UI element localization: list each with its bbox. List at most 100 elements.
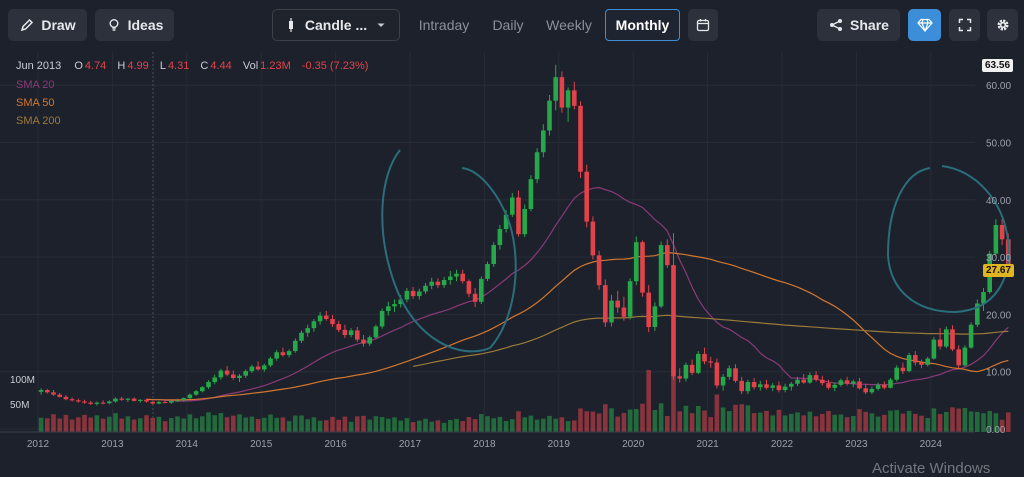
volume-bar — [162, 421, 168, 432]
y-tick-label: 40.00 — [986, 196, 1011, 207]
candle-body — [993, 225, 999, 254]
candle-body — [156, 402, 162, 404]
candle-body — [479, 278, 484, 302]
share-button[interactable]: Share — [817, 9, 900, 41]
candle-body — [882, 384, 887, 388]
x-tick-label: 2023 — [845, 439, 868, 450]
candle-body — [745, 382, 751, 392]
candle-body — [751, 382, 757, 388]
candle-body — [931, 339, 937, 359]
volume-bar — [355, 416, 360, 432]
legend-sma200[interactable]: SMA 200 — [16, 115, 61, 127]
volume-bar — [243, 417, 248, 432]
candle-body — [572, 90, 577, 106]
volume-bar — [386, 418, 391, 432]
candle-body — [925, 358, 930, 365]
volume-bar — [813, 416, 819, 432]
volume-bar — [479, 414, 484, 432]
volume-bar — [702, 410, 707, 432]
candle-body — [423, 285, 428, 292]
candle-body — [962, 347, 968, 366]
volume-bar — [894, 410, 899, 432]
candle-body — [888, 379, 893, 388]
candle-body — [454, 273, 459, 277]
volume-bar — [348, 421, 354, 432]
volume-bar — [472, 419, 478, 432]
ohlc-change: -0.35 (7.23%) — [301, 60, 369, 72]
candle-body — [355, 330, 360, 340]
ohlc-close: 4.44 — [210, 60, 232, 72]
candle-body — [200, 387, 205, 392]
volume-bar — [125, 416, 131, 432]
volume-bar — [398, 420, 403, 432]
volume-bar — [200, 416, 205, 432]
candle-body — [702, 353, 707, 362]
timeframe-monthly[interactable]: Monthly — [605, 9, 680, 41]
candle-body — [689, 364, 695, 373]
timeframe-intraday[interactable]: Intraday — [418, 17, 470, 33]
chart-type-select[interactable]: Candle ... — [272, 9, 400, 41]
candle-body — [162, 402, 168, 404]
y-tick-label: 0.00 — [986, 425, 1006, 436]
candle-body — [125, 398, 131, 400]
ideas-label: Ideas — [127, 17, 164, 33]
volume-bar — [665, 416, 670, 432]
candle-body — [665, 245, 670, 266]
candle-body — [646, 292, 651, 328]
candle-body — [181, 398, 186, 401]
volume-bar — [454, 418, 459, 432]
candle-body — [516, 197, 521, 235]
volume-bar — [404, 418, 410, 432]
fullscreen-button[interactable] — [949, 9, 980, 41]
candle-body — [249, 366, 255, 372]
candle-body — [708, 361, 713, 363]
candle-body — [944, 329, 949, 347]
volume-bar — [88, 417, 93, 432]
candlestick-icon — [283, 17, 299, 33]
timeframe-daily[interactable]: Daily — [492, 17, 524, 33]
candle-body — [169, 400, 174, 403]
candle-body — [472, 293, 478, 302]
volume-bar — [993, 413, 999, 432]
calendar-button[interactable] — [688, 9, 718, 41]
volume-bar — [448, 420, 453, 432]
candle-body — [311, 321, 317, 329]
candle-body — [813, 375, 819, 380]
volume-bar — [795, 412, 800, 432]
draw-button[interactable]: Draw — [8, 9, 87, 41]
candle-body — [212, 377, 217, 383]
legend-sma50[interactable]: SMA 50 — [16, 97, 55, 109]
candle-body — [448, 276, 453, 281]
premium-button[interactable] — [908, 9, 941, 41]
settings-button[interactable] — [987, 9, 1018, 41]
candle-body — [497, 229, 503, 246]
volume-bar — [931, 408, 937, 432]
candle-body — [906, 355, 912, 372]
volume-bar — [727, 411, 732, 432]
x-tick-label: 2022 — [771, 439, 794, 450]
candle-body — [144, 399, 149, 402]
volume-bar — [584, 411, 589, 432]
x-tick-label: 2018 — [473, 439, 496, 450]
candle-body — [900, 367, 906, 372]
y-tick-label: 50.00 — [986, 139, 1011, 150]
candle-body — [57, 394, 62, 397]
ohlc-date: Jun 2013 — [16, 60, 62, 72]
legend-sma20[interactable]: SMA 20 — [16, 79, 55, 91]
candle-body — [770, 385, 775, 388]
candle-body — [268, 358, 273, 366]
volume-bar — [578, 408, 583, 432]
volume-bar — [882, 414, 887, 432]
timeframe-weekly[interactable]: Weekly — [546, 17, 592, 33]
ohlc-open: 4.74 — [84, 60, 107, 72]
volume-bar — [956, 408, 961, 432]
candle-body — [373, 326, 379, 338]
volume-bar — [119, 418, 124, 432]
volume-bar — [801, 415, 806, 432]
candle-body — [553, 77, 558, 101]
volume-bar — [82, 414, 87, 432]
ideas-button[interactable]: Ideas — [95, 9, 174, 41]
volume-bar — [758, 412, 763, 432]
volume-bar — [764, 410, 769, 432]
